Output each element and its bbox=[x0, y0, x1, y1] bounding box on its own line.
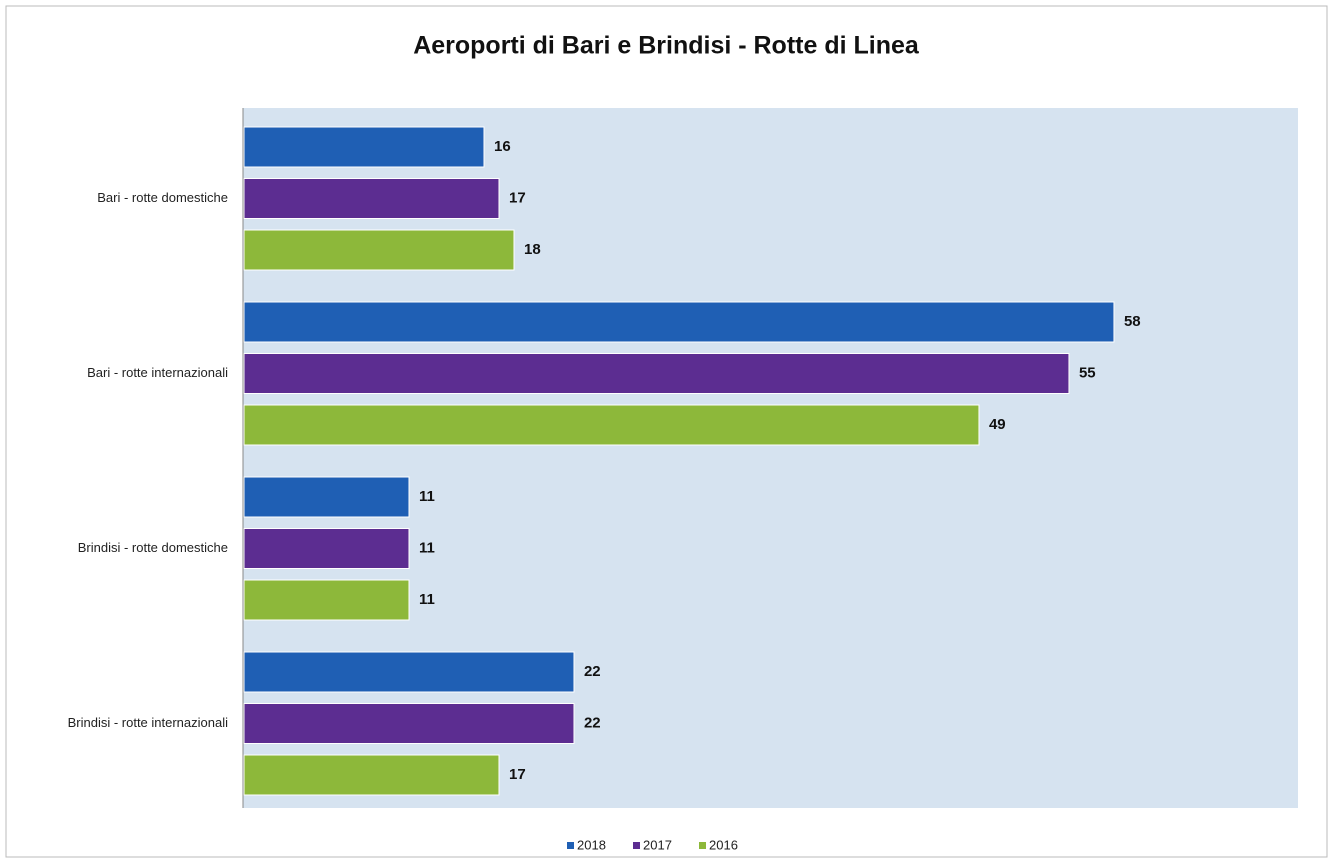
bar bbox=[243, 579, 410, 621]
y-tick-label: Bari - rotte domestiche bbox=[97, 190, 228, 205]
data-label: 11 bbox=[419, 488, 435, 505]
data-label: 17 bbox=[509, 766, 526, 783]
chart-title: Aeroporti di Bari e Brindisi - Rotte di … bbox=[413, 32, 920, 60]
bar bbox=[243, 229, 515, 271]
data-label: 16 bbox=[494, 138, 511, 155]
data-label: 22 bbox=[584, 714, 601, 731]
bar bbox=[243, 404, 980, 446]
bar bbox=[243, 126, 485, 168]
bar bbox=[243, 353, 1070, 394]
legend-label: 2016 bbox=[709, 837, 738, 852]
legend-label: 2018 bbox=[577, 837, 606, 852]
bar bbox=[243, 476, 410, 518]
data-label: 55 bbox=[1079, 364, 1096, 381]
data-label: 17 bbox=[509, 189, 526, 206]
data-label: 58 bbox=[1124, 313, 1141, 330]
bar bbox=[243, 301, 1115, 343]
data-label: 49 bbox=[989, 416, 1006, 433]
legend-swatch bbox=[633, 842, 640, 849]
data-label: 18 bbox=[524, 241, 541, 258]
bar bbox=[243, 528, 410, 569]
bar bbox=[243, 178, 500, 219]
y-tick-label: Brindisi - rotte internazionali bbox=[68, 715, 229, 730]
bar bbox=[243, 651, 575, 693]
legend-swatch bbox=[699, 842, 706, 849]
data-label: 11 bbox=[419, 539, 435, 556]
bar bbox=[243, 703, 575, 744]
y-tick-label: Bari - rotte internazionali bbox=[87, 365, 228, 380]
legend-swatch bbox=[567, 842, 574, 849]
y-tick-label: Brindisi - rotte domestiche bbox=[78, 540, 228, 555]
data-label: 22 bbox=[584, 663, 601, 680]
legend-label: 2017 bbox=[643, 837, 672, 852]
data-label: 11 bbox=[419, 591, 435, 608]
bar bbox=[243, 754, 500, 796]
